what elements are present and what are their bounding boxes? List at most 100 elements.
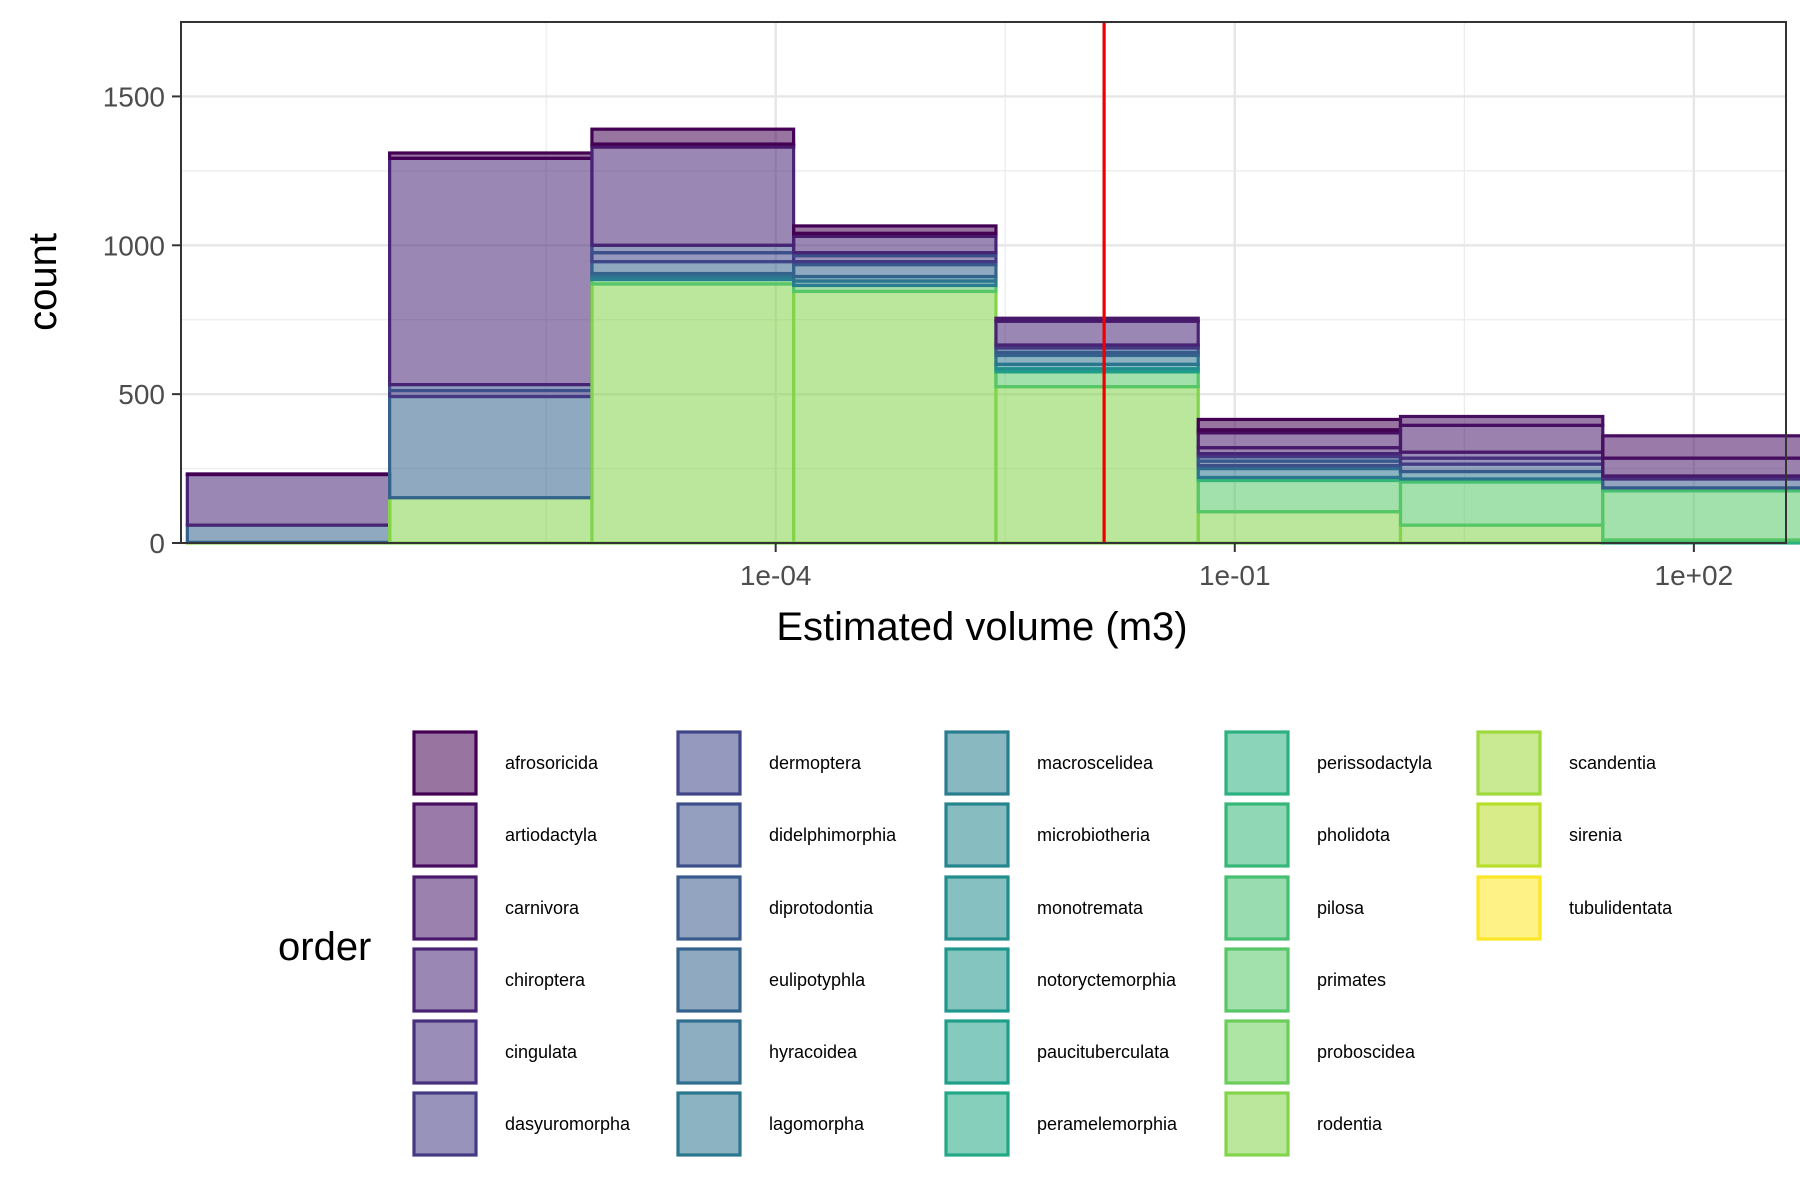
- legend-swatch: [1224, 1091, 1290, 1157]
- bar-segment-afrosoricida: [590, 127, 796, 146]
- legend-item-perissodactyla: perissodactyla: [1224, 730, 1433, 796]
- bar-segment-artiodactyla: [1601, 434, 1800, 460]
- y-tick-label: 1500: [103, 81, 165, 112]
- legend-item-dasyuromorpha: dasyuromorpha: [412, 1091, 631, 1157]
- legend-item-proboscidea: proboscidea: [1224, 1019, 1416, 1085]
- legend-label: microbiotheria: [1037, 825, 1151, 845]
- bar-segment-chiroptera: [792, 234, 998, 255]
- bar-segment-afrosoricida: [792, 224, 998, 235]
- legend-label: notoryctemorphia: [1037, 970, 1177, 990]
- bar-segment-primates: [1398, 480, 1605, 527]
- legend-item-monotremata: monotremata: [944, 875, 1144, 941]
- legend-label: cingulata: [505, 1042, 578, 1062]
- y-tick-label: 500: [118, 379, 165, 410]
- bar-segment-carnivora: [994, 316, 1200, 323]
- legend-label: tubulidentata: [1569, 898, 1673, 918]
- legend-swatch: [944, 1019, 1010, 1085]
- bar-segment-primates: [1196, 478, 1403, 514]
- legend-label: primates: [1317, 970, 1386, 990]
- legend-item-tubulidentata: tubulidentata: [1476, 875, 1673, 941]
- bar-segment-eulipotyphla: [792, 263, 998, 279]
- legend-label: proboscidea: [1317, 1042, 1416, 1062]
- bar-segment-chiroptera: [590, 145, 796, 247]
- panel-frame: [180, 21, 1787, 544]
- legend-item-chiroptera: chiroptera: [412, 947, 586, 1013]
- bar-segment-chiroptera: [185, 472, 392, 527]
- legend-label: carnivora: [505, 898, 580, 918]
- x-axis-title: Estimated volume (m3): [776, 605, 1187, 649]
- bar-segment-afrosoricida: [1196, 417, 1403, 432]
- legend-swatch: [412, 1019, 478, 1085]
- legend-item-carnivora: carnivora: [412, 875, 580, 941]
- legend-swatch: [1224, 947, 1290, 1013]
- legend-swatch: [676, 802, 742, 868]
- legend-label: lagomorpha: [769, 1114, 865, 1134]
- bar-segment-artiodactyla: [1398, 414, 1605, 428]
- legend-label: monotremata: [1037, 898, 1144, 918]
- bar-segment-primates: [1601, 489, 1800, 542]
- legend-title: order: [278, 925, 371, 969]
- legend-item-artiodactyla: artiodactyla: [412, 802, 598, 868]
- legend: order afrosoricida artiodactyla carnivora c…: [278, 730, 1673, 1157]
- legend-item-pholidota: pholidota: [1224, 802, 1391, 868]
- legend-label: perissodactyla: [1317, 753, 1433, 773]
- legend-item-hyracoidea: hyracoidea: [676, 1019, 858, 1085]
- bar-segment-eulipotyphla: [388, 394, 594, 500]
- legend-label: scandentia: [1569, 753, 1657, 773]
- legend-swatch: [1476, 730, 1542, 796]
- bar-segment-rodentia: [590, 282, 796, 545]
- legend-swatch: [676, 875, 742, 941]
- legend-swatch: [412, 1091, 478, 1157]
- bar-segment-afrosoricida: [185, 472, 392, 477]
- bar-segment-primates: [994, 370, 1200, 389]
- legend-swatch: [412, 802, 478, 868]
- legend-label: peramelemorphia: [1037, 1114, 1178, 1134]
- legend-item-notoryctemorphia: notoryctemorphia: [944, 947, 1177, 1013]
- legend-label: macroscelidea: [1037, 753, 1154, 773]
- legend-label: didelphimorphia: [769, 825, 897, 845]
- axes: 0 500 1000 1500 1e-04 1e-01 1e+02: [103, 81, 1733, 591]
- legend-swatch: [412, 875, 478, 941]
- panel-border: [180, 21, 1787, 544]
- legend-item-scandentia: scandentia: [1476, 730, 1657, 796]
- legend-item-didelphimorphia: didelphimorphia: [676, 802, 897, 868]
- bar-segment-rodentia: [994, 385, 1200, 545]
- bar-segment-afrosoricida: [388, 151, 594, 160]
- legend-swatch: [1224, 802, 1290, 868]
- legend-swatch: [1476, 875, 1542, 941]
- legend-item-primates: primates: [1224, 947, 1386, 1013]
- legend-label: pholidota: [1317, 825, 1391, 845]
- legend-swatch: [676, 730, 742, 796]
- legend-swatch: [412, 730, 478, 796]
- legend-item-diprotodontia: diprotodontia: [676, 875, 874, 941]
- legend-swatch: [944, 875, 1010, 941]
- x-tick-label: 1e+02: [1655, 560, 1734, 591]
- y-tick-label: 1000: [103, 230, 165, 261]
- legend-label: pilosa: [1317, 898, 1365, 918]
- y-axis-title: count: [21, 233, 65, 331]
- x-tick-label: 1e-01: [1199, 560, 1271, 591]
- legend-label: rodentia: [1317, 1114, 1383, 1134]
- bar-segment-eulipotyphla: [185, 523, 392, 545]
- legend-label: artiodactyla: [505, 825, 598, 845]
- legend-item-afrosoricida: afrosoricida: [412, 730, 599, 796]
- legend-item-dermoptera: dermoptera: [676, 730, 862, 796]
- legend-swatch: [944, 1091, 1010, 1157]
- legend-label: dasyuromorpha: [505, 1114, 631, 1134]
- legend-item-macroscelidea: macroscelidea: [944, 730, 1154, 796]
- legend-item-cingulata: cingulata: [412, 1019, 578, 1085]
- y-tick-label: 0: [149, 528, 165, 559]
- x-tick-label: 1e-04: [740, 560, 812, 591]
- bar-segment-rodentia: [792, 289, 998, 545]
- bar-segment-chiroptera: [388, 156, 594, 387]
- histogram-bars: [185, 127, 1800, 545]
- legend-label: afrosoricida: [505, 753, 599, 773]
- legend-swatch: [676, 1019, 742, 1085]
- bar-segment-eulipotyphla: [590, 260, 796, 276]
- legend-swatch: [944, 730, 1010, 796]
- legend-item-rodentia: rodentia: [1224, 1091, 1383, 1157]
- bar-segment-carnivora: [1196, 431, 1403, 450]
- legend-swatch: [676, 947, 742, 1013]
- legend-item-eulipotyphla: eulipotyphla: [676, 947, 866, 1013]
